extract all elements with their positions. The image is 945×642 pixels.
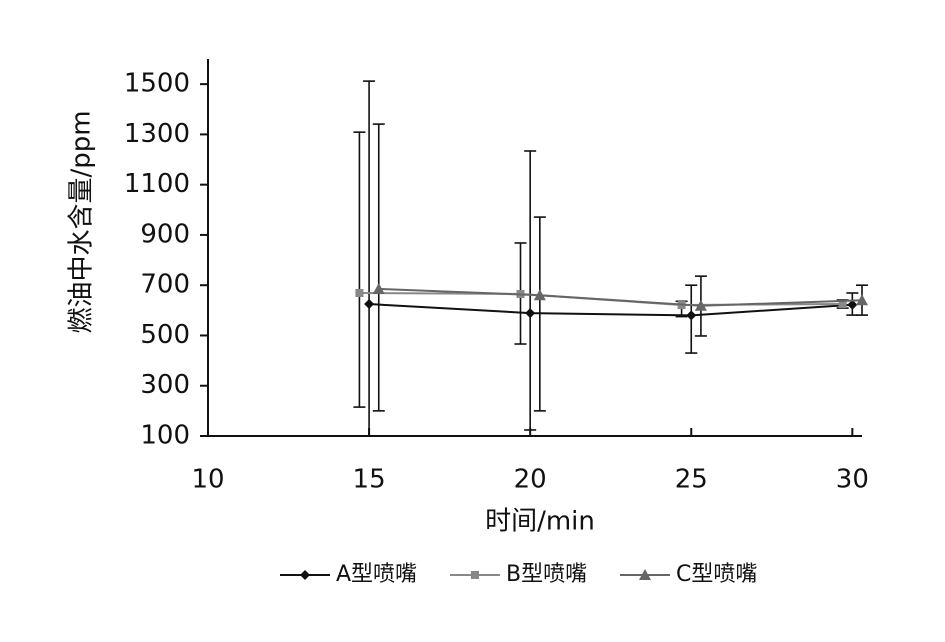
y-tick-label: 1500 [124,69,190,99]
series-line [378,287,863,307]
error-bar [372,123,385,412]
error-bar [353,131,366,408]
marker [694,299,707,311]
marker [372,282,385,294]
legend-label: A型喷嘴 [336,562,417,587]
marker [533,289,546,301]
legend-label: B型喷嘴 [506,562,587,587]
legend-marker [639,569,651,580]
marker [856,294,868,306]
marker [355,288,364,297]
y-tick-label: 900 [140,219,190,249]
series-line [369,303,853,317]
marker [847,299,858,310]
x-tick-label: 15 [353,465,386,495]
x-tick-label: 30 [836,465,869,495]
x-tick-label: 10 [191,465,224,495]
marker [686,310,697,321]
y-axis-label: 燃油中水含量/ppm [67,110,97,333]
y-tick-label: 300 [140,370,190,400]
error-bar [524,150,537,431]
legend-label: C型喷嘴 [676,562,757,587]
x-tick-label: 25 [675,465,708,495]
marker [838,300,847,309]
x-tick-label: 20 [514,465,547,495]
marker [364,299,375,310]
y-tick-label: 500 [140,320,190,350]
y-tick-label: 700 [140,270,190,300]
y-tick-label: 1100 [124,169,190,199]
y-tick-label: 1300 [124,119,190,149]
plot-area [353,80,868,436]
y-tick-label: 100 [140,421,190,451]
marker [525,308,536,319]
x-axis-label: 时间/min [485,507,595,537]
legend-marker [471,571,479,579]
legend-marker [300,570,310,580]
